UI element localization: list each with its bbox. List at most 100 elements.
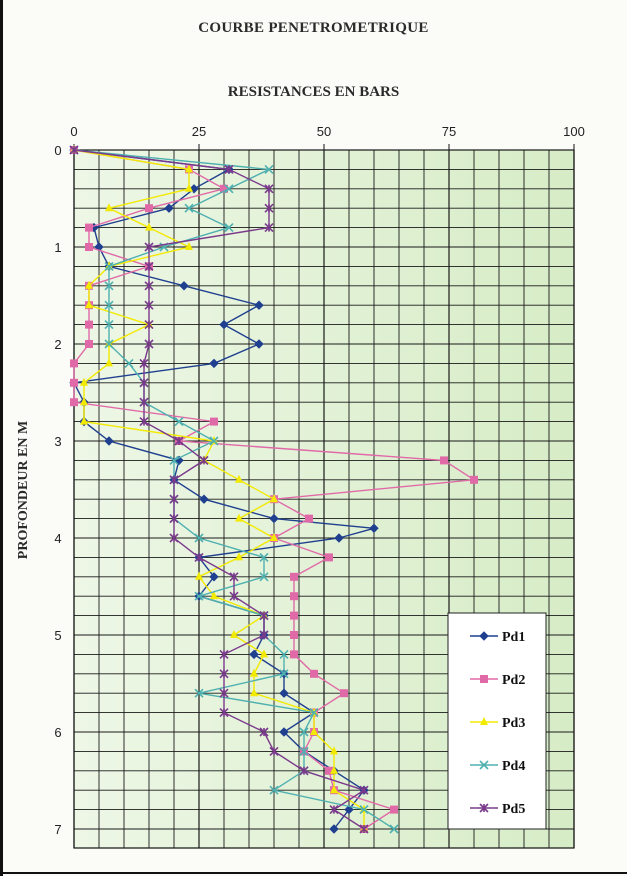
data-point xyxy=(80,397,88,406)
x-tick-label: 75 xyxy=(442,124,456,139)
data-point xyxy=(329,805,339,815)
data-point xyxy=(279,727,289,737)
data-point xyxy=(325,553,333,562)
legend-label: Pd5 xyxy=(502,802,525,817)
data-point xyxy=(139,358,149,368)
data-point xyxy=(230,630,238,638)
data-point xyxy=(290,592,298,601)
data-point xyxy=(164,203,174,213)
data-point xyxy=(219,319,229,330)
data-point xyxy=(85,243,93,251)
data-point xyxy=(139,397,149,407)
legend-box xyxy=(447,612,547,830)
data-point xyxy=(144,339,154,349)
series-line xyxy=(73,149,365,829)
data-point xyxy=(70,378,78,387)
data-point xyxy=(145,222,153,231)
legend-item-pd1: Pd1 xyxy=(470,630,525,645)
data-point xyxy=(250,688,258,697)
data-point xyxy=(359,785,369,795)
data-point xyxy=(250,668,258,677)
data-point xyxy=(104,339,114,349)
y-tick-label: 4 xyxy=(54,531,61,546)
data-point xyxy=(259,572,269,582)
data-point xyxy=(210,417,218,426)
data-point xyxy=(325,766,333,775)
data-point xyxy=(80,416,88,425)
data-point xyxy=(169,494,179,504)
data-point xyxy=(220,184,228,193)
data-point xyxy=(235,474,243,483)
data-point xyxy=(179,281,189,291)
data-point xyxy=(199,455,209,465)
data-point xyxy=(359,805,369,815)
data-point xyxy=(344,804,354,815)
data-point xyxy=(290,611,298,620)
y-tick-label: 6 xyxy=(54,725,61,740)
y-tick-label: 7 xyxy=(54,822,61,837)
data-point xyxy=(334,533,344,543)
data-point xyxy=(144,281,154,291)
data-point xyxy=(359,824,369,834)
chart-title: COURBE PENETROMETRIQUE xyxy=(198,20,429,36)
legend-label: Pd3 xyxy=(502,716,525,731)
data-point xyxy=(194,552,204,562)
data-point xyxy=(169,533,179,543)
x-tick-label: 100 xyxy=(563,124,585,139)
x-axis-label: RESISTANCES EN BARS xyxy=(227,84,400,100)
legend-item-pd4: Pd4 xyxy=(470,759,525,774)
data-point xyxy=(279,669,289,679)
data-point xyxy=(270,494,278,503)
y-tick-label: 3 xyxy=(54,434,61,449)
data-point xyxy=(299,766,309,776)
data-point xyxy=(470,475,478,484)
data-point xyxy=(389,824,399,834)
data-point xyxy=(85,300,93,309)
data-point xyxy=(290,650,298,659)
legend-label: Pd4 xyxy=(502,759,525,774)
data-point xyxy=(209,358,219,369)
legend-item-pd5: Pd5 xyxy=(470,802,525,817)
data-point xyxy=(279,649,289,659)
data-point xyxy=(199,494,209,504)
data-point xyxy=(194,533,204,543)
data-point xyxy=(269,785,279,795)
data-point xyxy=(224,164,234,174)
data-point xyxy=(80,377,88,386)
data-point xyxy=(479,760,489,770)
data-point xyxy=(254,339,264,349)
data-point xyxy=(145,204,153,213)
data-point xyxy=(264,203,274,213)
data-point xyxy=(330,785,338,794)
y-tick-label: 1 xyxy=(54,240,61,255)
data-point xyxy=(209,436,219,446)
data-point xyxy=(219,688,229,698)
data-point xyxy=(104,281,114,291)
data-point xyxy=(269,746,279,756)
data-point xyxy=(70,398,78,407)
data-point xyxy=(440,456,448,465)
data-point xyxy=(260,649,268,658)
legend-label: Pd1 xyxy=(502,630,525,645)
data-point xyxy=(235,513,243,522)
x-tick-label: 0 xyxy=(70,124,77,139)
data-point xyxy=(259,552,269,562)
data-point xyxy=(185,183,193,192)
data-point xyxy=(329,824,339,834)
data-point xyxy=(224,184,234,194)
y-tick-label: 5 xyxy=(54,628,61,643)
data-point xyxy=(104,320,114,330)
legend-label: Pd2 xyxy=(502,673,525,688)
data-point xyxy=(369,523,379,534)
x-tick-label: 50 xyxy=(317,124,331,139)
y-tick-label: 2 xyxy=(54,337,61,352)
data-point xyxy=(85,320,93,329)
data-point xyxy=(305,514,313,523)
data-point xyxy=(235,552,243,561)
data-point xyxy=(479,631,489,641)
data-point xyxy=(169,514,179,524)
data-point xyxy=(105,358,113,367)
data-point xyxy=(264,184,274,194)
